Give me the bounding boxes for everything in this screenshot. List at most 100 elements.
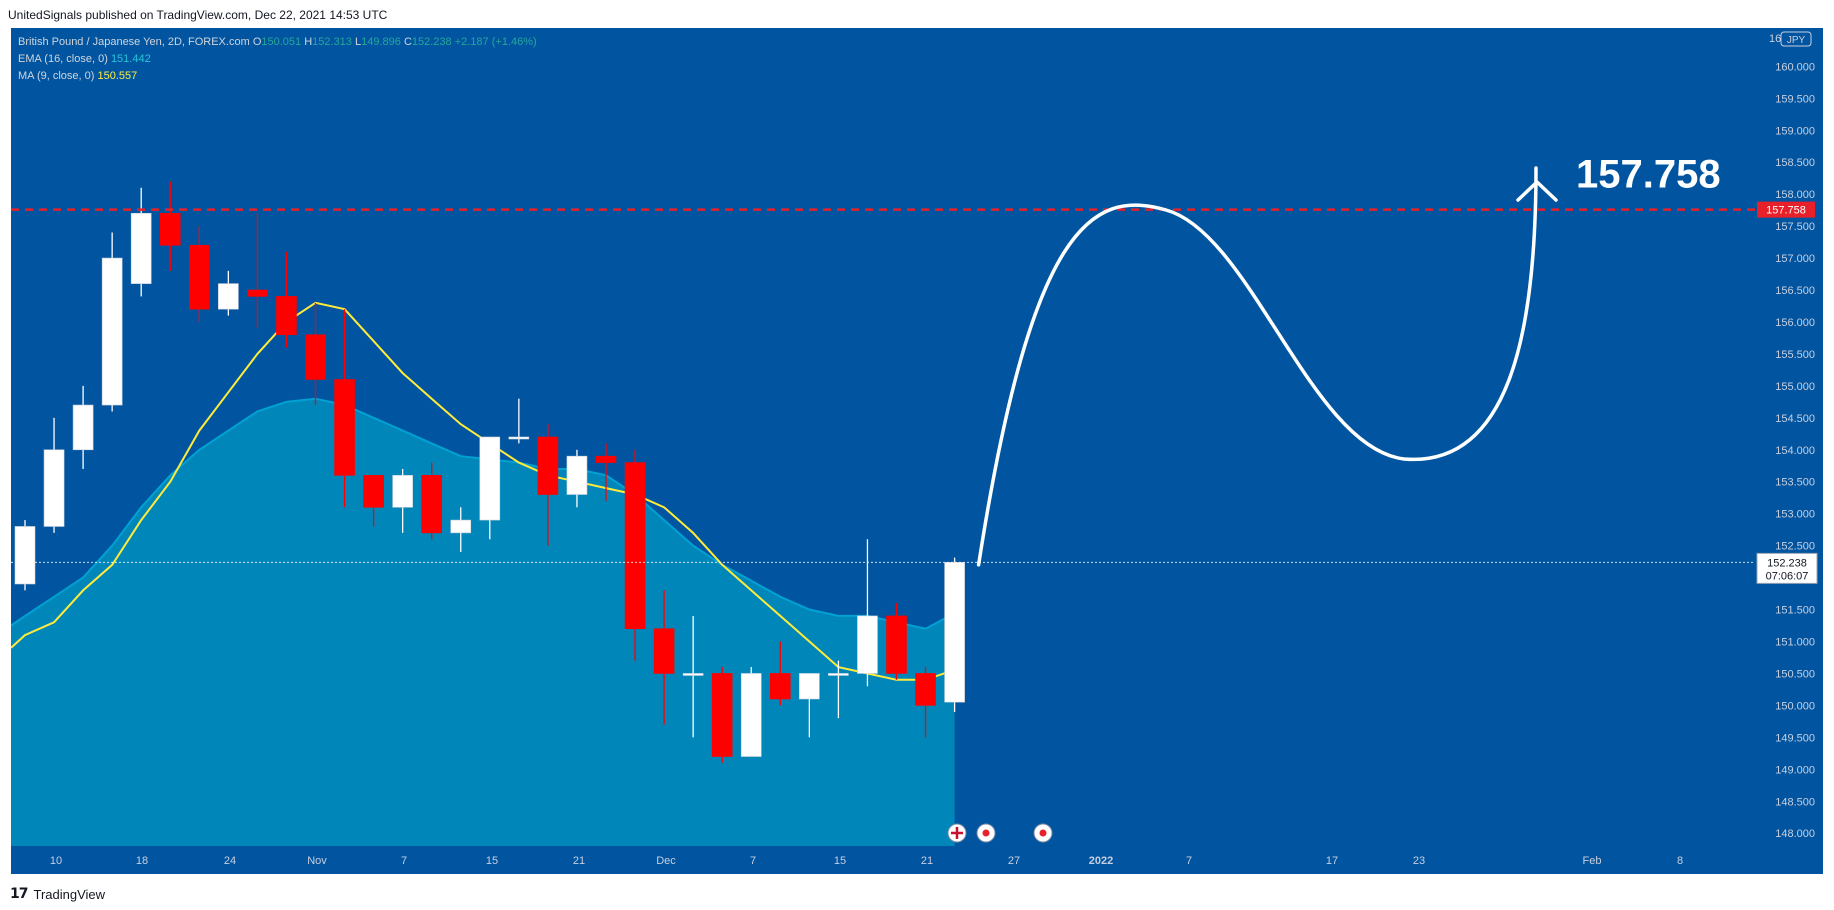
chart-legend: British Pound / Japanese Yen, 2D, FOREX.… bbox=[18, 34, 537, 85]
countdown-label: 07:06:07 bbox=[1766, 570, 1809, 582]
event-dot bbox=[982, 829, 990, 837]
time-tick-label: 7 bbox=[401, 855, 407, 867]
candle-body[interactable] bbox=[43, 449, 65, 527]
candle-body[interactable] bbox=[130, 213, 152, 284]
open-label: O bbox=[252, 36, 262, 48]
time-tick-label: Feb bbox=[1583, 855, 1602, 867]
candle-body[interactable] bbox=[857, 615, 878, 674]
candle-body[interactable] bbox=[740, 673, 762, 757]
price-tick-label: 154.000 bbox=[1775, 445, 1815, 457]
price-tick-label: 159.000 bbox=[1775, 125, 1815, 137]
symbol-name[interactable]: British Pound / Japanese Yen, 2D, FOREX.… bbox=[18, 36, 250, 48]
time-tick-label: 27 bbox=[1008, 855, 1020, 867]
price-tick-label: 148.500 bbox=[1775, 796, 1815, 808]
price-tick-label: 157.500 bbox=[1775, 221, 1815, 233]
time-tick-label: 7 bbox=[750, 855, 756, 867]
price-chart[interactable]: 157.758 160.000 159.500 159.000 158.500 158.0… bbox=[11, 28, 1823, 874]
high-value: 152.313 bbox=[312, 36, 352, 48]
time-tick-label: Nov bbox=[307, 855, 327, 867]
candle-body[interactable] bbox=[247, 289, 268, 297]
candle-body[interactable] bbox=[537, 436, 559, 495]
currency-badge[interactable] bbox=[1780, 31, 1812, 47]
candle-body[interactable] bbox=[886, 615, 907, 674]
currency-label: JPY bbox=[1787, 35, 1806, 46]
price-tick-label: 153.000 bbox=[1775, 509, 1815, 521]
projection-path[interactable] bbox=[976, 166, 1538, 567]
target-annotation: 157.758 bbox=[1576, 153, 1721, 197]
candle-body[interactable] bbox=[14, 526, 36, 585]
current-price-badge bbox=[1756, 552, 1818, 584]
current-price-label: 152.238 bbox=[1767, 557, 1807, 569]
candle-body[interactable] bbox=[915, 673, 936, 706]
price-tick-label: 149.000 bbox=[1775, 764, 1815, 776]
candle-body[interactable] bbox=[624, 462, 646, 630]
target-price-label: 157.758 bbox=[1766, 205, 1806, 217]
price-tick-label: 156.000 bbox=[1775, 317, 1815, 329]
candle-body[interactable] bbox=[595, 455, 617, 463]
time-axis[interactable] bbox=[11, 846, 1823, 874]
candle-body[interactable] bbox=[944, 562, 965, 703]
candle-body[interactable] bbox=[334, 379, 355, 476]
price-tick-label: 158.500 bbox=[1775, 157, 1815, 169]
target-price-badge bbox=[1757, 201, 1815, 218]
price-tick-label: 154.500 bbox=[1775, 413, 1815, 425]
price-tick-label: 16 bbox=[1769, 33, 1781, 45]
published-info: UnitedSignals published on TradingView.c… bbox=[8, 8, 388, 22]
candle-body[interactable] bbox=[101, 257, 123, 406]
ema-label: EMA (16, close, 0) bbox=[18, 53, 108, 65]
candle-body[interactable] bbox=[72, 404, 94, 451]
price-tick-label: 151.000 bbox=[1775, 637, 1815, 649]
ma-label: MA (9, close, 0) bbox=[18, 70, 95, 82]
candle-body[interactable] bbox=[189, 244, 210, 310]
price-axis[interactable] bbox=[1755, 28, 1823, 874]
footer: 17 TradingView bbox=[10, 884, 105, 904]
candle-body[interactable] bbox=[276, 296, 297, 336]
time-tick-label: 18 bbox=[136, 855, 148, 867]
price-tick-label: 156.500 bbox=[1775, 285, 1815, 297]
legend-ma-row[interactable]: MA (9, close, 0) 150.557 bbox=[18, 68, 537, 85]
candle-body[interactable] bbox=[799, 673, 820, 700]
candle-body[interactable] bbox=[711, 673, 733, 757]
candle-body[interactable] bbox=[828, 673, 849, 676]
candle-body[interactable] bbox=[566, 455, 588, 495]
ma-line bbox=[11, 301, 955, 681]
candle-body[interactable] bbox=[479, 436, 501, 521]
tradingview-brand[interactable]: TradingView bbox=[33, 886, 106, 902]
price-tick-label: 160.000 bbox=[1775, 61, 1815, 73]
time-tick-label: 15 bbox=[834, 855, 846, 867]
price-tick-label: 155.500 bbox=[1775, 349, 1815, 361]
price-tick-label: 157.000 bbox=[1775, 253, 1815, 265]
price-tick-label: 159.500 bbox=[1775, 93, 1815, 105]
candle-body[interactable] bbox=[363, 475, 384, 508]
time-tick-label: 15 bbox=[486, 855, 498, 867]
time-tick-label: 7 bbox=[1186, 855, 1192, 867]
candle-body[interactable] bbox=[508, 436, 530, 440]
time-tick-label: 17 bbox=[1326, 855, 1338, 867]
time-tick-label: 21 bbox=[573, 855, 585, 867]
time-tick-label: 24 bbox=[224, 855, 236, 867]
candle-body[interactable] bbox=[653, 628, 675, 674]
close-label: C bbox=[403, 36, 412, 48]
price-tick-label: 150.500 bbox=[1775, 668, 1815, 680]
ma-value: 150.557 bbox=[97, 70, 138, 82]
low-value: 149.896 bbox=[361, 36, 401, 48]
open-value: 150.051 bbox=[261, 36, 302, 48]
candle-body[interactable] bbox=[159, 213, 181, 246]
price-tick-label: 155.000 bbox=[1775, 381, 1815, 393]
ema-value: 151.442 bbox=[110, 53, 151, 65]
tradingview-logo-icon[interactable]: 17 bbox=[10, 886, 29, 902]
candle-body[interactable] bbox=[769, 673, 791, 700]
time-tick-label: 2022 bbox=[1089, 855, 1113, 867]
legend-ema-row[interactable]: EMA (16, close, 0) 151.442 bbox=[18, 51, 537, 68]
price-tick-label: 148.000 bbox=[1775, 828, 1815, 840]
candle-body[interactable] bbox=[682, 673, 704, 676]
candle-body[interactable] bbox=[305, 334, 326, 380]
price-tick-label: 149.500 bbox=[1775, 732, 1815, 744]
candle-body[interactable] bbox=[218, 283, 239, 310]
close-value: 152.238 bbox=[411, 36, 452, 48]
candle-body[interactable] bbox=[450, 519, 472, 534]
price-tick-label: 158.000 bbox=[1775, 189, 1815, 201]
time-tick-label: 8 bbox=[1677, 855, 1683, 867]
candle-body[interactable] bbox=[392, 475, 413, 508]
candle-body[interactable] bbox=[421, 475, 443, 534]
